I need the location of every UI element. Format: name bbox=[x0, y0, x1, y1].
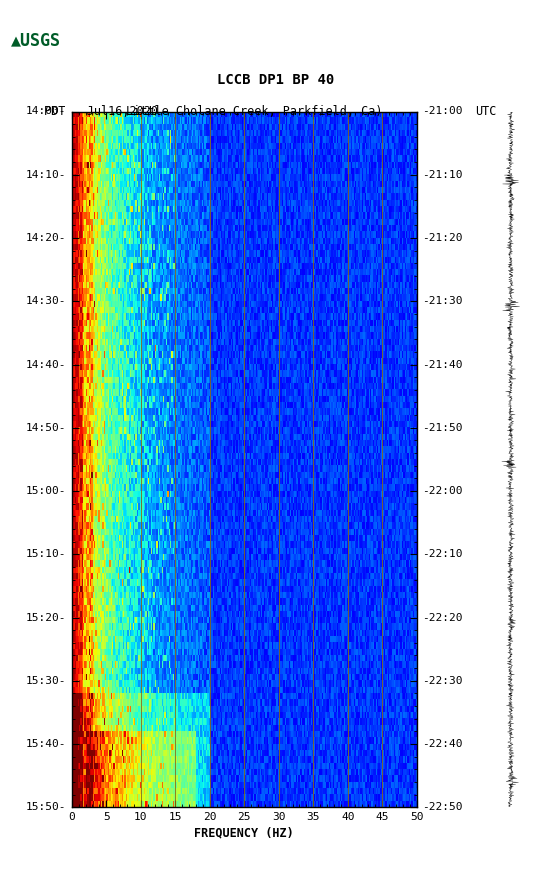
Text: -21:50: -21:50 bbox=[422, 423, 463, 433]
Text: -22:50: -22:50 bbox=[422, 802, 463, 813]
Text: 14:50-: 14:50- bbox=[26, 423, 66, 433]
Text: 14:20-: 14:20- bbox=[26, 233, 66, 243]
Text: -21:10: -21:10 bbox=[422, 169, 463, 180]
Text: 15:30-: 15:30- bbox=[26, 676, 66, 686]
Text: 14:30-: 14:30- bbox=[26, 296, 66, 306]
Text: UTC: UTC bbox=[475, 105, 496, 118]
Text: -22:20: -22:20 bbox=[422, 613, 463, 623]
Text: -22:40: -22:40 bbox=[422, 739, 463, 749]
Text: 14:10-: 14:10- bbox=[26, 169, 66, 180]
Text: 15:20-: 15:20- bbox=[26, 613, 66, 623]
Text: -21:20: -21:20 bbox=[422, 233, 463, 243]
Text: -21:00: -21:00 bbox=[422, 106, 463, 117]
Text: -22:30: -22:30 bbox=[422, 676, 463, 686]
Text: 14:00-: 14:00- bbox=[26, 106, 66, 117]
Text: LCCB DP1 BP 40: LCCB DP1 BP 40 bbox=[217, 73, 335, 87]
Text: Little Cholane Creek, Parkfield, Ca): Little Cholane Creek, Parkfield, Ca) bbox=[126, 105, 382, 118]
Text: -22:00: -22:00 bbox=[422, 486, 463, 496]
Text: -22:10: -22:10 bbox=[422, 549, 463, 559]
Text: 15:40-: 15:40- bbox=[26, 739, 66, 749]
Text: 15:10-: 15:10- bbox=[26, 549, 66, 559]
Text: -21:30: -21:30 bbox=[422, 296, 463, 306]
Text: -21:40: -21:40 bbox=[422, 359, 463, 369]
Text: ▲USGS: ▲USGS bbox=[11, 31, 61, 49]
Text: 15:50-: 15:50- bbox=[26, 802, 66, 813]
Text: 15:00-: 15:00- bbox=[26, 486, 66, 496]
Text: 14:40-: 14:40- bbox=[26, 359, 66, 369]
X-axis label: FREQUENCY (HZ): FREQUENCY (HZ) bbox=[194, 826, 294, 839]
Text: PDT   Jul16,2020: PDT Jul16,2020 bbox=[44, 105, 158, 118]
